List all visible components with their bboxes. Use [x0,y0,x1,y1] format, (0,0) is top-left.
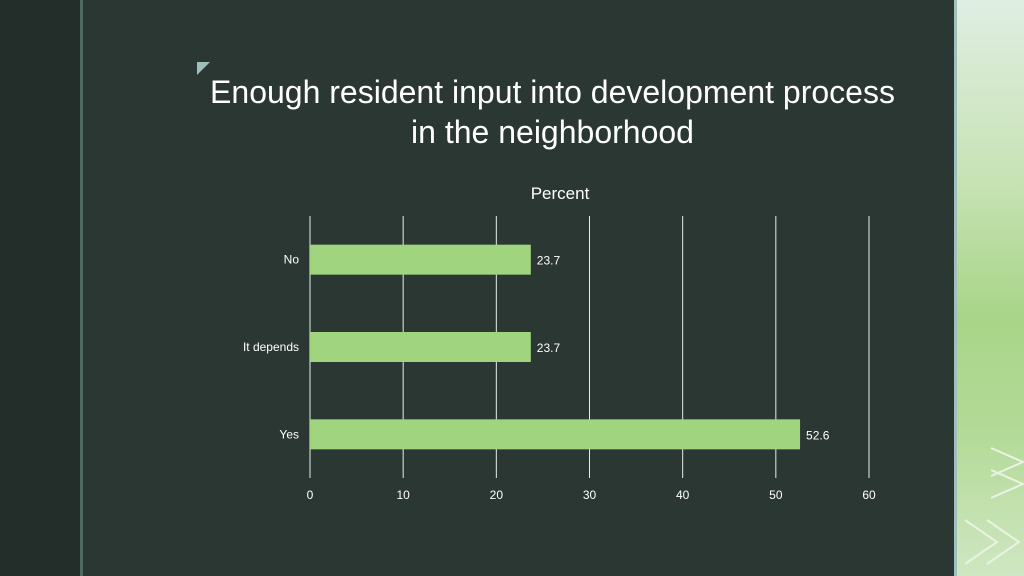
left-sidebar-panel [0,0,80,576]
category-label: No [284,253,300,267]
title-marker-icon [197,62,210,75]
x-tick-label: 20 [490,488,504,502]
left-divider-line [80,0,83,576]
data-label: 23.7 [537,341,561,355]
right-divider-line [954,0,957,576]
labels: 0 10 20 30 40 50 60 No 23.7 It depends 23.7 Yes 52.6 [243,253,876,502]
bar-no [310,244,531,275]
category-label: Yes [279,427,299,441]
x-tick-label: 30 [583,488,597,502]
chart-title: Percent [531,184,590,203]
data-label: 23.7 [537,254,561,268]
right-decorative-panel [957,0,1024,576]
x-tick-label: 60 [862,488,876,502]
slide-title: Enough resident input into development p… [210,74,895,150]
data-label: 52.6 [806,428,830,442]
x-tick-label: 40 [676,488,690,502]
bar-it-depends [310,332,531,362]
x-tick-label: 0 [307,488,314,502]
chevron-pattern-icon [964,447,1024,565]
bar-yes [310,419,801,450]
bars [310,244,801,450]
category-label: It depends [243,340,299,354]
x-tick-label: 10 [396,488,410,502]
x-tick-label: 50 [769,488,783,502]
